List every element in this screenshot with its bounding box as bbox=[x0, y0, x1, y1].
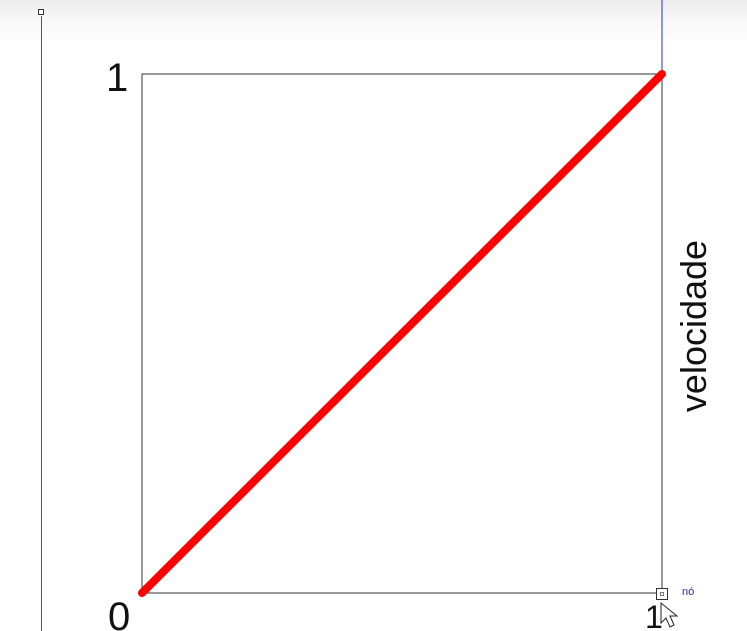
node-label: nó bbox=[682, 586, 695, 598]
x-tick-label-max: 1 bbox=[645, 599, 663, 631]
node-handle-icon[interactable] bbox=[656, 588, 668, 600]
property-axis-label: velocidade bbox=[673, 239, 714, 413]
rail-handle[interactable] bbox=[38, 9, 44, 15]
series-layer bbox=[138, 70, 666, 597]
velocity-curve-line[interactable] bbox=[138, 70, 666, 597]
origin-tick-label: 0 bbox=[108, 595, 131, 631]
plot-frame bbox=[141, 73, 663, 594]
y-tick-label-max: 1 bbox=[106, 56, 129, 100]
vertical-scroll-rail[interactable] bbox=[41, 16, 42, 631]
